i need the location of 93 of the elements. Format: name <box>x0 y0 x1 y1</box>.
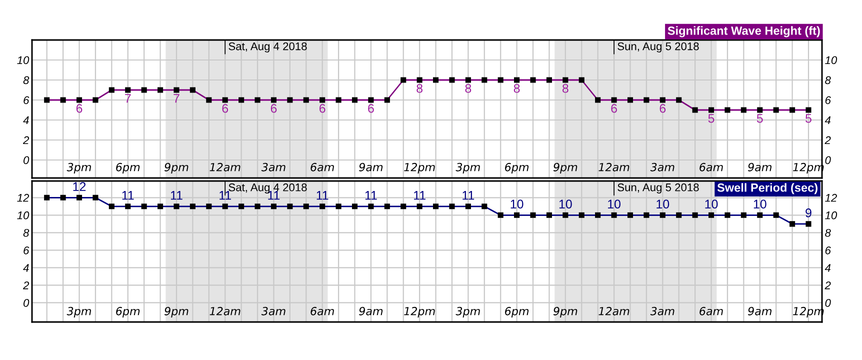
x-tick-label: 9pm <box>164 306 188 318</box>
y-tick-label: 6 <box>24 96 30 104</box>
data-label: 11 <box>462 191 474 200</box>
x-tick-label: 6pm <box>116 162 140 174</box>
y-tick-label: 4 <box>23 264 29 272</box>
data-label: 8 <box>514 84 520 93</box>
x-tick-label: 9am <box>748 306 772 316</box>
x-tick-label: 6am <box>310 162 334 172</box>
chart-title: Swell Period (sec) <box>717 183 818 194</box>
x-tick-label: 3am <box>650 306 674 316</box>
x-tick-label: 3pm <box>66 306 91 318</box>
x-tick-label: 9am <box>359 162 383 172</box>
data-label: 10 <box>559 200 572 209</box>
data-label: 6 <box>222 104 228 113</box>
y-tick-label: 4 <box>23 116 29 124</box>
data-label: 6 <box>270 104 277 113</box>
y2-tick-label: 8 <box>825 228 831 237</box>
x-tick-label: 9pm <box>553 306 578 318</box>
x-tick-label: 9am <box>748 162 772 172</box>
data-label: 10 <box>608 200 620 209</box>
x-tick-label: 12pm <box>404 306 435 318</box>
x-tick-label: 12am <box>598 162 630 172</box>
x-tick-label: 6am <box>310 306 334 316</box>
data-label: 8 <box>416 84 423 93</box>
y2-tick-label: 6 <box>825 246 831 254</box>
x-tick-label: 6am <box>700 306 723 316</box>
data-label: 6 <box>611 104 617 113</box>
x-tick-label: 9am <box>359 306 383 316</box>
data-label: 11 <box>122 191 134 200</box>
y-tick-label: 2 <box>22 136 30 144</box>
data-label: 8 <box>465 84 472 93</box>
y-tick-label: 10 <box>17 211 30 220</box>
y-tick-label: 2 <box>22 281 30 290</box>
data-label: 9 <box>806 208 812 218</box>
data-label: 8 <box>562 84 568 93</box>
data-label: 5 <box>756 114 763 123</box>
data-label: 11 <box>365 191 377 200</box>
data-label: 12 <box>73 182 86 191</box>
data-label: 5 <box>708 114 714 123</box>
x-tick-label: 12pm <box>404 162 435 174</box>
data-label: 7 <box>125 94 131 103</box>
data-label: 10 <box>656 200 670 209</box>
y-tick-label: 8 <box>23 228 30 237</box>
y2-tick-label: 0 <box>825 299 831 307</box>
ref-line-label: Sun, Aug 5 2018 <box>618 183 699 194</box>
data-label: 6 <box>368 104 374 113</box>
y2-tick-label: 4 <box>824 116 831 124</box>
y2-tick-label: 2 <box>824 136 831 144</box>
x-tick-label: 6am <box>700 162 723 172</box>
y-tick-label: 0 <box>24 299 30 307</box>
y2-tick-label: 6 <box>825 96 831 104</box>
y-tick-label: 0 <box>24 156 30 164</box>
x-tick-label: 9pm <box>553 162 578 174</box>
x-tick-label: 6pm <box>505 162 529 174</box>
data-label: 5 <box>806 114 812 123</box>
x-tick-label: 3pm <box>66 162 91 174</box>
x-tick-label: 9pm <box>164 162 188 174</box>
ref-line-label: Sat, Aug 4 2018 <box>228 42 307 52</box>
x-tick-label: 3am <box>261 306 286 316</box>
x-tick-label: 12am <box>210 306 240 316</box>
y2-tick-label: 10 <box>825 56 838 64</box>
chart-title: Significant Wave Height (ft) <box>668 26 820 38</box>
data-label: 11 <box>316 191 328 200</box>
y-tick-label: 6 <box>24 246 30 254</box>
data-label: 6 <box>660 104 666 113</box>
y-tick-label: 8 <box>23 76 30 84</box>
data-label: 10 <box>705 200 718 209</box>
ref-line-label: Sun, Aug 5 2018 <box>618 42 699 52</box>
data-label: 11 <box>414 191 426 200</box>
x-tick-label: 6pm <box>116 306 140 318</box>
data-label: 7 <box>174 94 180 103</box>
y2-tick-label: 4 <box>824 264 831 272</box>
y-tick-label: 10 <box>17 56 30 64</box>
y2-tick-label: 8 <box>825 76 831 84</box>
y2-tick-label: 2 <box>824 281 831 290</box>
data-label: 11 <box>220 191 231 200</box>
y-tick-label: 12 <box>17 194 30 202</box>
x-tick-label: 3pm <box>456 162 480 174</box>
data-label: 11 <box>170 191 182 200</box>
x-tick-label: 6pm <box>505 306 529 318</box>
x-tick-label: 3am <box>261 162 286 172</box>
y2-tick-label: 0 <box>825 156 831 164</box>
x-tick-label: 12am <box>210 162 240 172</box>
data-label: 6 <box>76 104 82 113</box>
y2-tick-label: 12 <box>825 194 837 202</box>
x-tick-label: 3am <box>650 162 674 172</box>
x-tick-label: 12am <box>598 306 630 316</box>
data-label: 10 <box>510 200 524 209</box>
data-label: 6 <box>320 104 326 113</box>
x-tick-label: 3pm <box>456 306 480 318</box>
data-label: 11 <box>268 191 280 200</box>
data-label: 10 <box>754 200 766 209</box>
y2-tick-label: 10 <box>825 211 838 220</box>
